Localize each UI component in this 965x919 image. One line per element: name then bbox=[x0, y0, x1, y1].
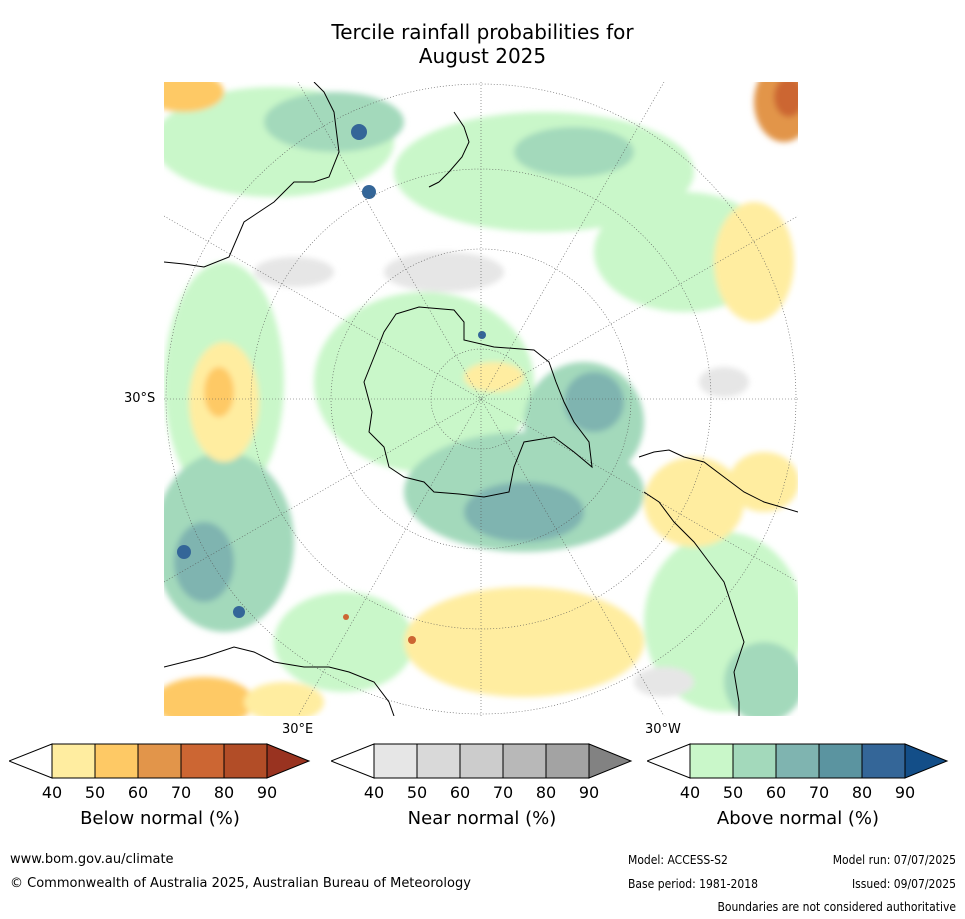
title-line-1: Tercile rainfall probabilities for bbox=[331, 20, 634, 44]
tick: 40 bbox=[363, 783, 385, 802]
tick: 50 bbox=[406, 783, 428, 802]
footer-model: Model: ACCESS-S2 bbox=[628, 853, 728, 867]
footer-model-run: Model run: 07/07/2025 bbox=[832, 853, 956, 867]
tick: 80 bbox=[851, 783, 873, 802]
probability-field bbox=[164, 82, 798, 716]
tick: 70 bbox=[808, 783, 830, 802]
australia-coastline bbox=[164, 82, 340, 268]
map-title: Tercile rainfall probabilities for Augus… bbox=[0, 20, 965, 68]
tick: 50 bbox=[722, 783, 744, 802]
south-america-coastline bbox=[638, 449, 798, 716]
footer-disclaimer: Boundaries are not considered authoritat… bbox=[717, 900, 956, 914]
footer-issued: Issued: 09/07/2025 bbox=[851, 877, 956, 891]
colorbar-above bbox=[647, 743, 949, 779]
colorbar-near-title: Near normal (%) bbox=[407, 808, 557, 829]
tick: 40 bbox=[41, 783, 63, 802]
new-zealand-coastline bbox=[428, 111, 470, 188]
tick: 70 bbox=[170, 783, 192, 802]
footer-copyright: © Commonwealth of Australia 2025, Austra… bbox=[10, 876, 471, 891]
tick: 90 bbox=[578, 783, 600, 802]
lon-label-30e: 30°E bbox=[282, 722, 314, 737]
colorbar-below bbox=[9, 743, 311, 779]
tick: 60 bbox=[765, 783, 787, 802]
footer-base-period: Base period: 1981-2018 bbox=[628, 877, 759, 891]
tick: 50 bbox=[84, 783, 106, 802]
tick: 90 bbox=[894, 783, 916, 802]
antarctica-coastline bbox=[363, 306, 593, 498]
tick: 60 bbox=[127, 783, 149, 802]
tick: 70 bbox=[492, 783, 514, 802]
africa-coastline bbox=[164, 646, 395, 716]
lat-label-30s: 30°S bbox=[124, 391, 156, 406]
tick: 90 bbox=[256, 783, 278, 802]
tick: 60 bbox=[449, 783, 471, 802]
graticule bbox=[164, 82, 798, 716]
colorbar-near-swatches bbox=[331, 743, 633, 779]
tick: 80 bbox=[535, 783, 557, 802]
title-line-2: August 2025 bbox=[418, 44, 547, 68]
map-svg bbox=[164, 82, 798, 716]
tick: 40 bbox=[679, 783, 701, 802]
footer-url: www.bom.gov.au/climate bbox=[10, 852, 174, 867]
lon-label-30w: 30°W bbox=[645, 722, 681, 737]
colorbar-near bbox=[331, 743, 633, 779]
colorbar-below-title: Below normal (%) bbox=[80, 808, 240, 829]
tick: 80 bbox=[213, 783, 235, 802]
colorbar-above-swatches bbox=[647, 743, 949, 779]
colorbar-below-swatches bbox=[9, 743, 311, 779]
strong-above-spots bbox=[177, 124, 486, 644]
colorbar-above-title: Above normal (%) bbox=[716, 808, 880, 829]
polar-map bbox=[164, 82, 798, 716]
